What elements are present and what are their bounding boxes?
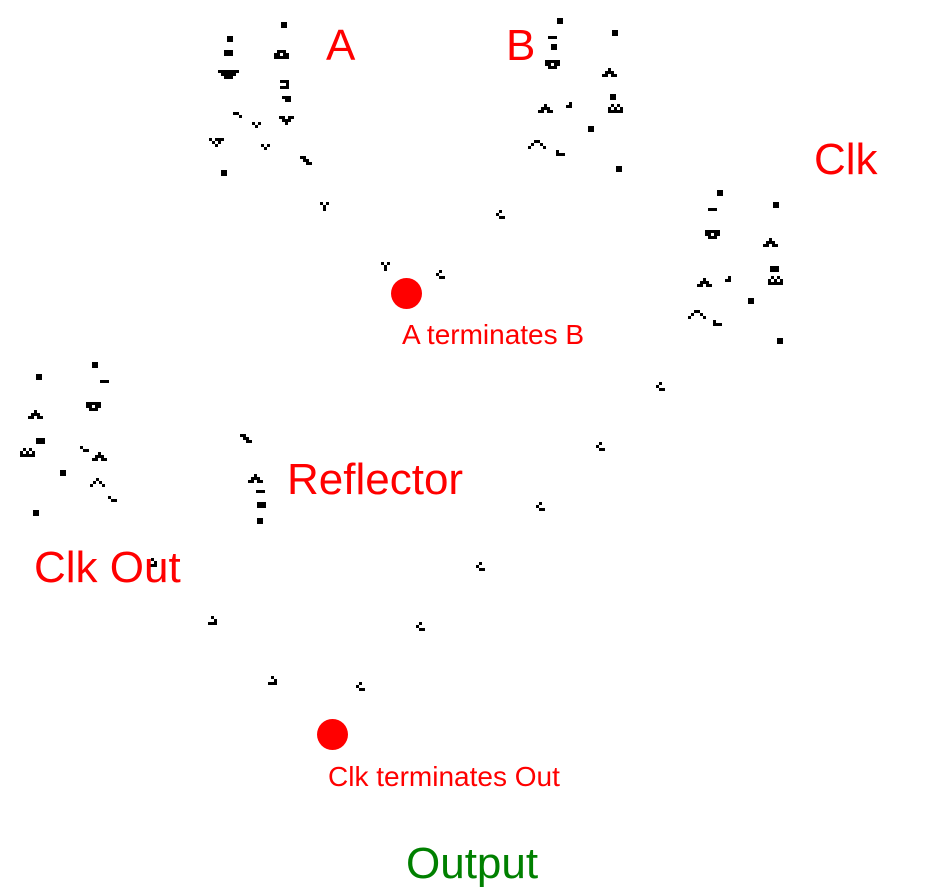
reflector-arch: [248, 474, 263, 483]
gun-out-top-block-2: [92, 362, 98, 368]
reflector-block: [257, 502, 266, 508]
gun-a-hook: [233, 112, 242, 118]
reflector-glider: [240, 434, 252, 443]
gun-out-hook: [80, 446, 89, 452]
glider-out-1: [148, 558, 157, 567]
gun-b-arch: [602, 68, 617, 77]
gun-a-stub: [282, 96, 291, 102]
label-clk: Clk: [814, 135, 878, 184]
gun-b-mid-block: [610, 94, 616, 100]
label-b: B: [506, 21, 536, 70]
gun-clk-arch: [763, 238, 778, 247]
gun-b-cup: [545, 60, 560, 69]
gun-b-bottom-block: [616, 166, 622, 172]
gun-b-top-block: [557, 18, 563, 24]
gun-b-sq: [588, 126, 594, 132]
gun-a-tri: [209, 138, 224, 147]
glider-a-2: [381, 262, 390, 271]
label-a: A: [326, 21, 356, 70]
gun-out-tail: [90, 478, 105, 487]
gun-a-block-1: [227, 36, 233, 42]
gun-b-tri: [608, 104, 623, 113]
gun-clk-tail: [688, 310, 706, 319]
gun-clk-right-block: [773, 202, 779, 208]
gun-b-hook: [566, 102, 572, 108]
gun-b-tail: [528, 140, 546, 149]
label-clk-out: Clk Out: [34, 543, 181, 592]
gun-a-v-3: [261, 144, 270, 150]
gun-a-v-2: [279, 116, 294, 125]
reflector-bar: [256, 490, 265, 493]
glider-b-1: [496, 210, 505, 219]
gun-a-diag: [300, 156, 312, 165]
glider-clk-2: [596, 442, 605, 451]
label-clk-terminates-out: Clk terminates Out: [328, 761, 560, 792]
clk-terminates-out-marker: [317, 719, 348, 750]
gun-clk-bottom-block: [777, 338, 783, 344]
reflector-tail: [257, 518, 263, 524]
label-output: Output: [406, 839, 539, 888]
gun-out-arch-2: [92, 452, 107, 461]
gun-clk-dash: [708, 208, 717, 211]
glider-out-2: [208, 616, 217, 625]
gun-a-arch: [274, 50, 289, 59]
a-terminates-b-marker: [391, 278, 422, 309]
gun-b-arch-2: [538, 104, 553, 113]
glider-clk-6: [356, 682, 365, 691]
glider-out-3: [268, 676, 277, 685]
gun-out-top-block: [36, 374, 42, 380]
gun-b-tail-2: [556, 150, 565, 156]
gun-a-block-2: [224, 50, 233, 56]
gun-a-v-1: [252, 122, 261, 128]
gun-clk-tail-2: [713, 320, 722, 326]
gun-out-sq: [60, 470, 66, 476]
gun-a-mid: [280, 80, 289, 89]
glider-clk-5: [416, 622, 425, 631]
glider-a-1: [320, 202, 329, 211]
gun-out-tail-2: [108, 496, 117, 502]
gun-clk-sq: [748, 298, 754, 304]
gun-clk-tri: [768, 276, 783, 285]
gun-clk-hook: [725, 276, 731, 282]
gun-clk-arch-2: [697, 278, 712, 287]
gun-clk-top-block: [717, 190, 723, 196]
gun-clk-mid: [770, 266, 779, 272]
gun-b-right-block: [612, 30, 618, 36]
label-a-terminates-b: A terminates B: [402, 319, 585, 350]
gun-a-bottom-block: [221, 170, 227, 176]
gun-out-bottom-block: [33, 510, 39, 516]
glider-clk-3: [536, 502, 545, 511]
gun-a-top-block: [281, 22, 287, 28]
gun-out-dash: [100, 380, 109, 383]
gun-clk-cup: [705, 230, 720, 239]
label-reflector: Reflector: [287, 455, 464, 504]
gun-out-tri: [20, 448, 35, 457]
gun-out-arch: [28, 410, 43, 419]
glider-clk-1: [656, 382, 665, 391]
gun-out-cup: [86, 402, 101, 411]
gun-a-left-v: [218, 70, 239, 79]
gun-b-block: [551, 44, 557, 50]
gun-b-dash: [548, 36, 557, 39]
glider-b-2: [436, 270, 445, 279]
glider-clk-4: [476, 562, 485, 571]
gun-out-mid: [36, 438, 45, 444]
